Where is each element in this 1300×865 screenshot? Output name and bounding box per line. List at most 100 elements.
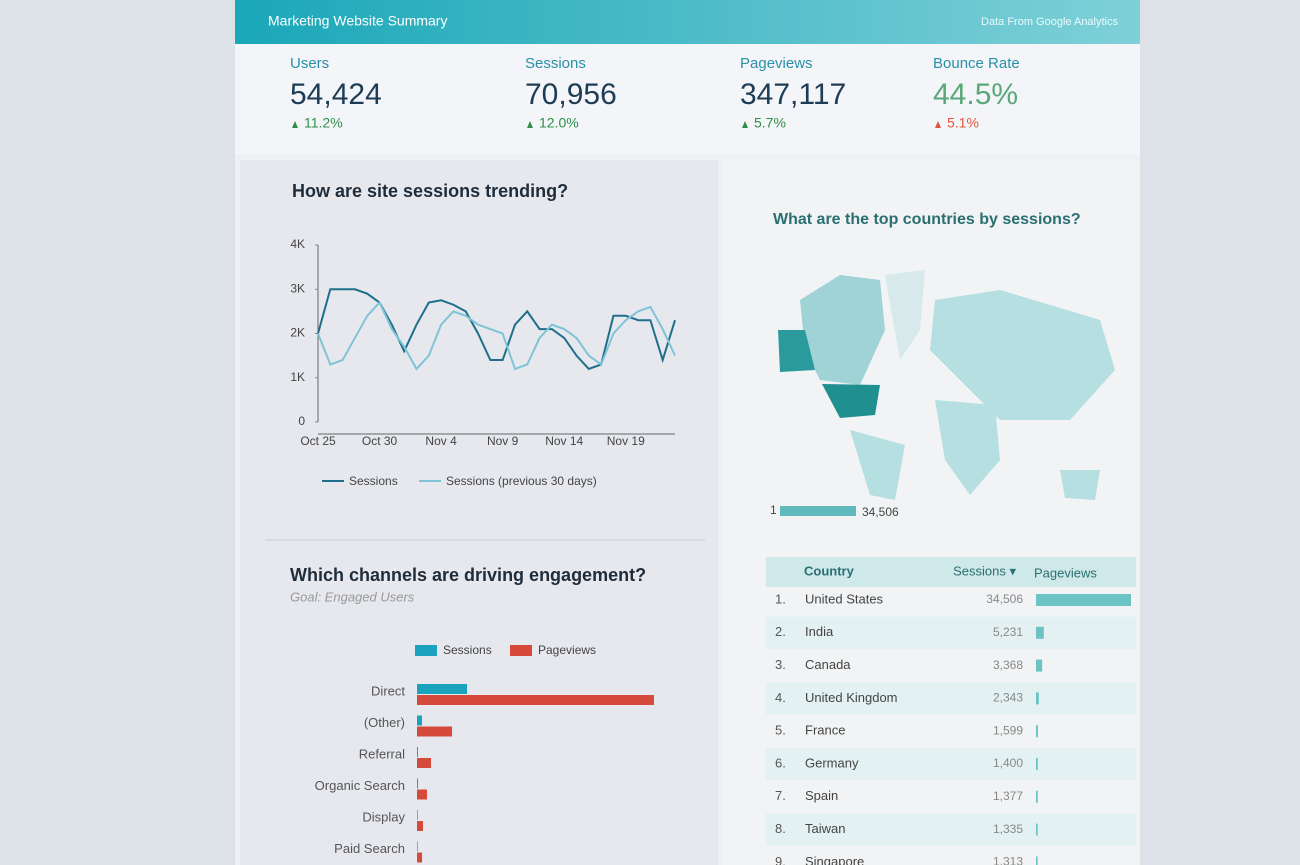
- united-states: [822, 384, 880, 418]
- row-band: [766, 748, 1136, 780]
- chart-title: Which channels are driving engagement?: [290, 565, 646, 585]
- map-legend-max: 34,506: [862, 505, 899, 519]
- legend-swatch: [415, 645, 437, 656]
- sessions: 2,343: [993, 691, 1023, 705]
- category-label: Display: [362, 809, 405, 824]
- change-arrow: [527, 121, 533, 128]
- category-label: Paid Search: [334, 841, 405, 856]
- rank: 5.: [775, 723, 786, 738]
- bar: [417, 695, 654, 705]
- row-band: [766, 682, 1136, 715]
- map-legend-bar: [780, 506, 856, 516]
- bar: [417, 810, 418, 820]
- kpi-value: 70,956: [525, 78, 617, 111]
- column-header: Country: [804, 563, 855, 578]
- pageviews-bar: [1036, 823, 1038, 836]
- map-legend-min: 1: [770, 503, 777, 517]
- country: Germany: [805, 755, 859, 770]
- rank: 3.: [775, 657, 786, 672]
- x-tick-label: Nov 4: [425, 434, 457, 448]
- sessions: 1,400: [993, 756, 1023, 770]
- pageviews-bar: [1036, 692, 1039, 705]
- country: Singapore: [805, 854, 864, 865]
- pageviews-bar: [1036, 594, 1131, 606]
- world-map: [778, 270, 1115, 500]
- legend-swatch: [510, 645, 532, 656]
- series-line: [317, 288, 676, 371]
- country: Canada: [805, 657, 851, 672]
- kpi-change: 5.7%: [754, 115, 786, 131]
- bar: [417, 852, 423, 863]
- chart-title: How are site sessions trending?: [292, 181, 568, 201]
- rank: 2.: [775, 624, 786, 639]
- column-header: Pageviews: [1034, 565, 1097, 580]
- x-tick-label: Nov 19: [607, 434, 645, 448]
- australia: [1060, 470, 1100, 500]
- change-arrow: [742, 121, 748, 128]
- x-tick-label: Oct 30: [362, 434, 398, 448]
- row-band: [766, 813, 1136, 846]
- rank: 4.: [775, 690, 786, 705]
- kpi-label: Pageviews: [740, 55, 813, 72]
- legend-label: Sessions: [443, 643, 492, 657]
- sessions: 1,599: [993, 723, 1023, 737]
- data-source: Data From Google Analytics: [981, 16, 1118, 28]
- bar: [417, 789, 428, 800]
- kpi-value: 54,424: [290, 78, 382, 111]
- chart-subtitle: Goal: Engaged Users: [290, 589, 415, 604]
- country: France: [805, 723, 845, 738]
- pageviews-bar: [1036, 790, 1038, 803]
- change-arrow: [935, 121, 941, 128]
- legend-label: Sessions: [349, 474, 398, 488]
- map-title: What are the top countries by sessions?: [773, 211, 1081, 228]
- bar: [417, 684, 468, 694]
- y-tick-label: 0: [298, 414, 305, 428]
- x-tick-label: Nov 9: [487, 434, 519, 448]
- report-title: Marketing Website Summary: [268, 13, 447, 29]
- pageviews-bar: [1036, 758, 1038, 770]
- legend-label: Pageviews: [538, 643, 596, 657]
- kpi-change: 11.2%: [304, 115, 343, 131]
- rank: 7.: [775, 788, 786, 803]
- pageviews-bar: [1036, 856, 1038, 865]
- category-label: (Other): [364, 715, 405, 730]
- pageviews-bar: [1036, 659, 1043, 672]
- left-panel: [240, 160, 718, 865]
- legend-label: Sessions (previous 30 days): [446, 474, 597, 488]
- rank: 9.: [775, 854, 786, 865]
- rank: 8.: [775, 821, 786, 836]
- sessions: 3,368: [993, 658, 1023, 672]
- table-header: [766, 557, 1136, 587]
- sessions: 34,506: [986, 592, 1023, 606]
- series-line: [317, 300, 676, 371]
- sessions: 1,335: [993, 822, 1023, 836]
- header-bar: [235, 0, 1140, 44]
- rank: 1.: [775, 591, 786, 606]
- country: United Kingdom: [805, 690, 898, 705]
- bar: [417, 715, 423, 726]
- kpi-label: Users: [290, 55, 329, 72]
- bar: [417, 841, 418, 852]
- country: United States: [805, 591, 884, 606]
- bar: [417, 758, 432, 768]
- country: Taiwan: [805, 821, 845, 836]
- sessions: 1,313: [993, 855, 1023, 865]
- sessions: 5,231: [993, 625, 1023, 639]
- y-tick-label: 1K: [290, 370, 305, 384]
- kpi-row: [235, 44, 1140, 154]
- kpi-change: 12.0%: [539, 115, 579, 131]
- bar: [417, 778, 419, 789]
- category-label: Referral: [359, 746, 405, 761]
- y-tick-label: 2K: [290, 326, 305, 340]
- x-tick-label: Oct 25: [300, 434, 336, 448]
- south-america: [850, 430, 905, 500]
- category-label: Direct: [371, 683, 405, 698]
- change-arrow: [292, 121, 298, 128]
- y-tick-label: 4K: [290, 237, 305, 251]
- kpi-value: 347,117: [740, 78, 846, 111]
- north-america: [800, 275, 885, 385]
- greenland: [885, 270, 925, 360]
- kpi-change: 5.1%: [947, 115, 979, 131]
- country: Spain: [805, 788, 838, 803]
